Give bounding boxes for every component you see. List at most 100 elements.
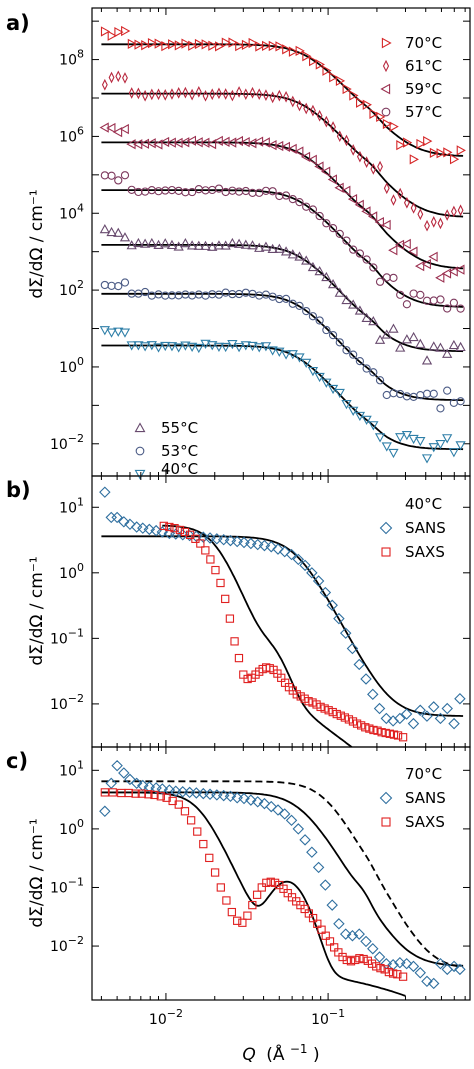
data-point	[272, 543, 284, 555]
data-point	[328, 330, 338, 340]
data-point	[267, 346, 278, 356]
data-point	[335, 75, 346, 87]
data-point	[105, 777, 117, 790]
data-point	[355, 97, 366, 108]
data-point	[127, 38, 138, 50]
data-point	[334, 287, 345, 297]
data-point	[118, 767, 130, 779]
data-point	[100, 171, 109, 180]
legend-label-55C: 55°C	[161, 419, 198, 437]
data-point	[231, 792, 243, 804]
data-point	[395, 342, 406, 352]
data-point	[124, 773, 136, 786]
y-tick-exp: 0	[77, 355, 84, 368]
y-tick-exp: 0	[77, 561, 84, 574]
x-tick-label: 10−2	[149, 1007, 183, 1028]
data-point	[355, 954, 364, 963]
y-tick-label: 10−1	[50, 626, 84, 647]
data-point	[321, 931, 330, 940]
data-point	[154, 38, 164, 49]
data-point	[146, 341, 157, 351]
data-point	[201, 39, 211, 50]
data-point	[170, 528, 182, 540]
data-point	[238, 918, 247, 927]
data-point	[351, 955, 360, 965]
data-point	[449, 298, 459, 307]
data-point	[248, 37, 258, 49]
data-point	[443, 147, 453, 158]
data-point	[302, 306, 311, 316]
data-point	[302, 202, 311, 211]
y-axis-label-b: dΣ/dΩ / cm⁻¹	[27, 556, 47, 665]
data-point	[200, 339, 211, 350]
data-point	[267, 243, 278, 253]
legend-marker	[134, 469, 146, 480]
data-point	[417, 208, 424, 221]
data-point	[317, 925, 326, 934]
data-point	[398, 733, 408, 742]
data-point	[174, 800, 183, 809]
data-point	[255, 41, 265, 52]
data-point	[408, 434, 419, 445]
data-point	[442, 348, 453, 358]
data-point	[241, 288, 250, 297]
data-point	[266, 877, 275, 886]
data-point	[415, 338, 426, 348]
data-point	[146, 237, 157, 248]
y-tick-label: 100	[59, 817, 84, 838]
data-point	[139, 238, 151, 248]
data-point	[213, 240, 225, 250]
data-point	[106, 122, 116, 134]
data-point	[353, 928, 365, 940]
data-point	[361, 312, 372, 322]
x-axis-label-close: )	[313, 1045, 320, 1065]
data-point	[325, 937, 335, 946]
data-point	[327, 279, 339, 289]
data-point	[389, 121, 399, 132]
data-point	[143, 523, 156, 536]
data-point	[346, 957, 356, 966]
data-point	[448, 339, 460, 350]
data-point	[442, 434, 453, 444]
data-point	[376, 111, 386, 123]
y-tick-label: 108	[59, 48, 84, 69]
data-point	[409, 289, 418, 298]
data-point	[193, 240, 204, 250]
data-point	[249, 86, 256, 99]
legend-markers-a	[134, 37, 392, 480]
data-point	[329, 72, 339, 83]
data-point	[280, 350, 292, 360]
data-point	[278, 545, 291, 558]
data-point	[165, 522, 174, 532]
data-point	[170, 785, 182, 797]
data-point	[213, 342, 225, 353]
data-point	[186, 135, 197, 146]
data-point	[241, 39, 252, 50]
legend-a-bottom: 55°C 53°C 40°C	[161, 419, 198, 478]
y-tick-base: 10	[59, 566, 77, 582]
data-point	[428, 443, 439, 453]
legend-marker	[134, 422, 146, 433]
data-point	[194, 38, 205, 50]
data-point	[368, 315, 379, 326]
data-point	[373, 702, 386, 715]
data-point	[435, 440, 446, 450]
data-point	[139, 342, 151, 352]
y-tick-base: 10	[50, 437, 68, 453]
data-point	[108, 788, 117, 797]
data-point	[147, 37, 158, 49]
data-point	[336, 130, 343, 143]
data-point	[119, 123, 129, 135]
data-point	[449, 154, 460, 165]
data-point	[441, 268, 452, 279]
data-point	[448, 960, 460, 973]
data-point	[114, 281, 123, 291]
data-point	[162, 88, 169, 101]
legend-marker	[381, 37, 392, 49]
data-point	[343, 134, 350, 147]
data-point	[448, 448, 460, 458]
data-point	[280, 246, 292, 256]
legend-marker	[380, 83, 391, 95]
data-point	[188, 40, 198, 51]
data-point	[395, 433, 406, 443]
